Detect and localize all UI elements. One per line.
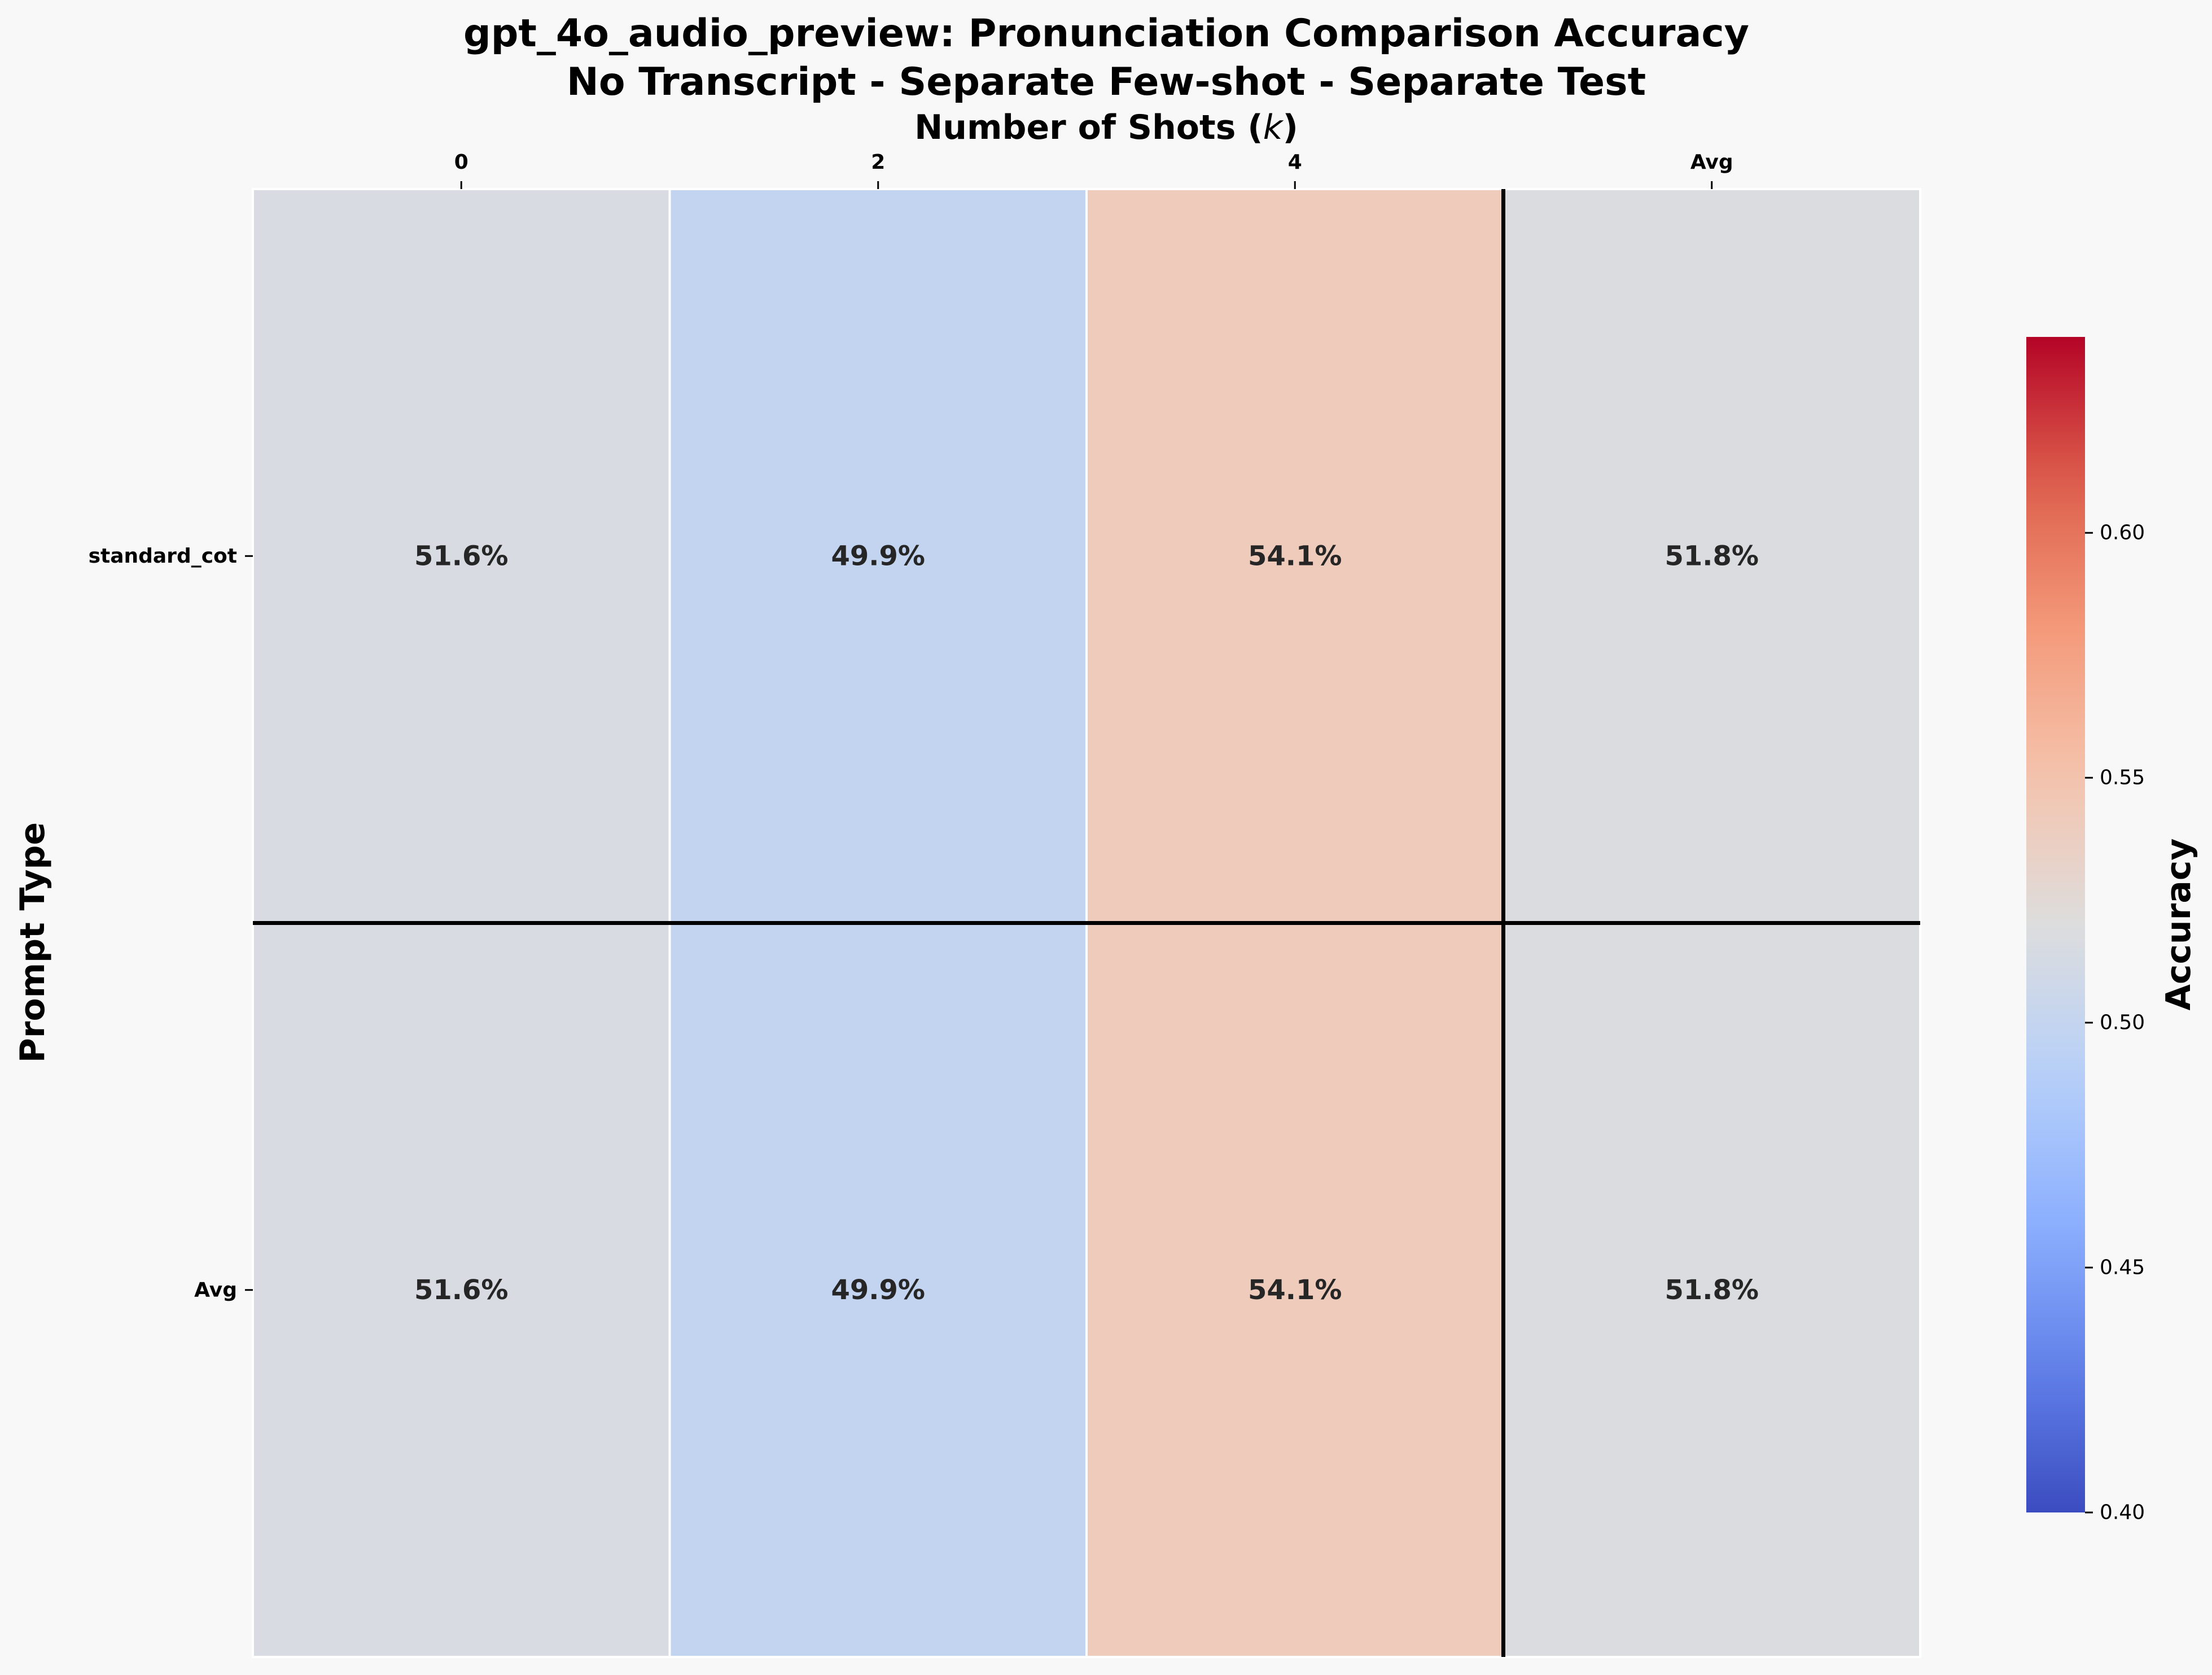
heatmap-separators — [253, 189, 1920, 1657]
cell-value-label: 51.8% — [1665, 540, 1759, 572]
colorbar-label: Accuracy — [2159, 838, 2198, 1010]
x-tick-label: 0 — [454, 151, 468, 174]
x-tick-label: 4 — [1288, 151, 1302, 174]
chart-title: gpt_4o_audio_preview: Pronunciation Comp… — [463, 11, 1749, 56]
heatmap-cell-labels: 51.6% 49.9% 54.1% 51.8% 51.6% 49.9% 54.1% 51.8% — [414, 540, 1759, 1306]
x-axis-label-var: k — [1263, 108, 1284, 147]
colorbar-tick-label: 0.40 — [2100, 1501, 2145, 1524]
heatmap-cell — [1502, 188, 1921, 924]
y-tick-label: Avg — [194, 1278, 237, 1301]
chart-subtitle: No Transcript - Separate Few-shot - Sepa… — [567, 60, 1646, 104]
x-axis-label: Number of Shots (k) — [914, 108, 1298, 147]
y-axis-label: Prompt Type — [13, 822, 52, 1063]
cell-value-label: 54.1% — [1248, 1274, 1342, 1306]
heatmap-cell — [1085, 922, 1505, 1658]
x-tick-label: Avg — [1690, 151, 1733, 174]
x-axis-label-close: ) — [1282, 108, 1298, 147]
colorbar — [2026, 337, 2085, 1512]
cell-value-label: 51.8% — [1665, 1274, 1759, 1306]
heatmap-cell — [252, 188, 671, 924]
x-axis-label-text: Number of Shots ( — [914, 108, 1263, 147]
cell-value-label: 49.9% — [831, 1274, 925, 1306]
cell-value-label: 54.1% — [1248, 540, 1342, 572]
cell-value-label: 49.9% — [831, 540, 925, 572]
x-axis-ticks: 0 2 4 Avg — [454, 151, 1733, 189]
colorbar-tick-label: 0.50 — [2100, 1011, 2145, 1034]
y-axis-ticks: standard_cot Avg — [89, 545, 253, 1301]
colorbar-ticks: 0.40 0.45 0.50 0.55 0.60 — [2085, 521, 2145, 1524]
heatmap-cells — [252, 188, 1921, 1658]
colorbar-tick-label: 0.60 — [2100, 521, 2145, 545]
cell-value-label: 51.6% — [414, 540, 509, 572]
heatmap-cell — [1502, 922, 1921, 1658]
heatmap-cell — [668, 188, 1088, 924]
x-tick-label: 2 — [871, 151, 885, 174]
colorbar-tick-label: 0.55 — [2100, 766, 2145, 790]
heatmap-cell — [252, 922, 671, 1658]
y-tick-label: standard_cot — [89, 545, 237, 568]
heatmap-cell — [668, 922, 1088, 1658]
cell-value-label: 51.6% — [414, 1274, 509, 1306]
colorbar-tick-label: 0.45 — [2100, 1256, 2145, 1279]
